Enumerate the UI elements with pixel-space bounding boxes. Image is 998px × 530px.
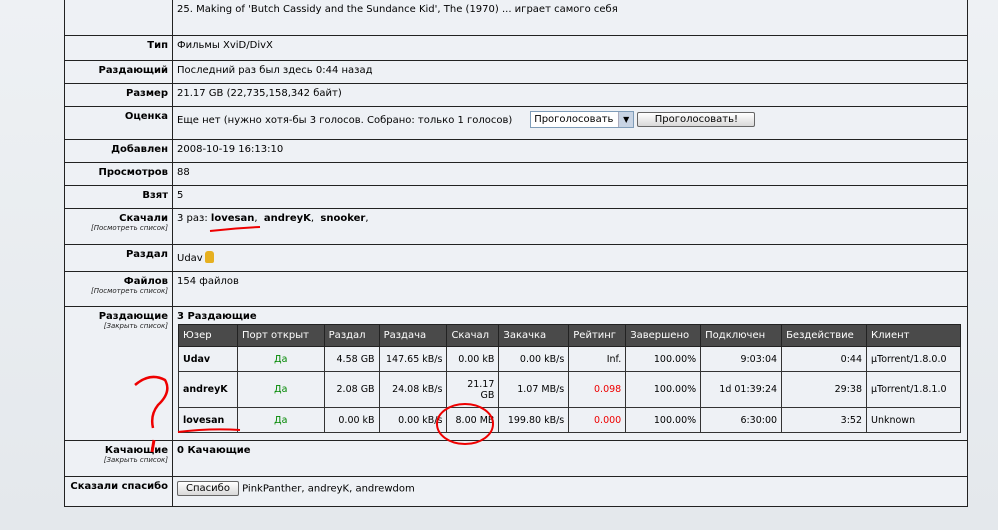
peer-row: lovesan Да 0.00 kB 0.00 kB/s 8.00 MB 199.80 k…: [178, 407, 961, 433]
value-type: Фильмы XviD/DivX: [172, 35, 968, 61]
peer-row: Udav Да 4.58 GB 147.65 kB/s 0.00 kB 0.00 kB/s…: [178, 346, 961, 372]
peer-cell: 147.65 kB/s: [378, 346, 448, 372]
peer-cell: µTorrent/1.8.1.0: [866, 371, 961, 408]
column-header[interactable]: Рейтинг: [568, 324, 627, 347]
label-rating: Оценка: [64, 106, 173, 140]
thumbs-up-icon: [204, 251, 214, 263]
value-taken: 5: [172, 185, 968, 209]
peer-cell[interactable]: lovesan: [178, 407, 238, 433]
column-header[interactable]: Скачал: [446, 324, 500, 347]
peer-cell: 6:30:00: [700, 407, 783, 433]
peer-cell: 100.00%: [625, 407, 702, 433]
label-leechers: Качающие: [104, 445, 168, 456]
column-header[interactable]: Закачка: [498, 324, 570, 347]
value-views: 88: [172, 162, 968, 186]
label-seeder: Раздающий: [64, 60, 173, 84]
column-header[interactable]: Юзер: [178, 324, 238, 347]
label-seeders: Раздающие: [98, 311, 168, 322]
column-header[interactable]: Подключен: [700, 324, 783, 347]
column-header[interactable]: Бездействие: [781, 324, 867, 347]
label-added: Добавлен: [64, 139, 173, 163]
peer-cell: 9:03:04: [700, 346, 783, 372]
label-views: Просмотров: [64, 162, 173, 186]
vote-select-value: Проголосовать: [534, 114, 614, 125]
peer-cell: 21.17 GB: [446, 371, 500, 408]
label-type: Тип: [64, 35, 173, 61]
peer-cell: Inf.: [568, 346, 627, 372]
peer-cell: 1.07 MB/s: [498, 371, 570, 408]
peer-cell: 0.000: [568, 407, 627, 433]
peer-cell: 8.00 MB: [446, 407, 500, 433]
column-header[interactable]: Завершено: [625, 324, 702, 347]
peer-cell: 0.00 kB/s: [378, 407, 448, 433]
peer-cell[interactable]: Udav: [178, 346, 238, 372]
view-files-link[interactable]: [Посмотреть список]: [90, 287, 168, 295]
downloaded-count: 3 раз:: [177, 213, 208, 224]
peer-cell: 24.08 kB/s: [378, 371, 448, 408]
peer-cell: µTorrent/1.8.0.0: [866, 346, 961, 372]
peers-table: Юзер Порт открыт Раздал Раздача Скачал Закачк…: [178, 324, 961, 433]
peer-cell: 0.098: [568, 371, 627, 408]
value-rating: Еще нет (нужно хотя-бы 3 голосов. Собран…: [177, 114, 513, 126]
peer-cell: 3:52: [781, 407, 867, 433]
label-files: Файлов: [123, 276, 168, 287]
column-header[interactable]: Порт открыт: [236, 324, 325, 347]
value-added: 2008-10-19 16:13:10: [172, 139, 968, 163]
leechers-title: 0 Качающие: [177, 445, 251, 456]
vote-select[interactable]: Проголосовать ▼: [530, 111, 635, 128]
peer-cell: 0.00 kB: [446, 346, 500, 372]
peer-cell: 0:44: [781, 346, 867, 372]
close-leechers-link[interactable]: [Закрыть список]: [103, 456, 168, 464]
peer-cell: 0.00 kB/s: [498, 346, 570, 372]
peer-cell: 29:38: [781, 371, 867, 408]
filmography-entry: 25. Making of 'Butch Cassidy and the Sun…: [172, 0, 968, 36]
peer-cell[interactable]: andreyK: [178, 371, 238, 408]
peer-cell: 100.00%: [625, 346, 702, 372]
peer-cell: 199.80 kB/s: [498, 407, 570, 433]
column-header[interactable]: Раздал: [323, 324, 380, 347]
thanks-users: PinkPanther, andreyK, andrewdom: [242, 483, 415, 495]
peer-cell: Да: [236, 407, 325, 433]
peer-row: andreyK Да 2.08 GB 24.08 kB/s 21.17 GB 1.07 M…: [178, 371, 961, 408]
peer-cell: Unknown: [866, 407, 961, 433]
peer-cell: Да: [236, 346, 325, 372]
uploader-link[interactable]: Udav: [177, 253, 203, 264]
peer-cell: 2.08 GB: [323, 371, 380, 408]
seeders-title: 3 Раздающие: [177, 311, 257, 322]
user-link[interactable]: lovesan: [210, 213, 255, 224]
label-thanks: Сказали спасибо: [64, 476, 173, 507]
peer-cell: 1d 01:39:24: [700, 371, 783, 408]
thanks-button[interactable]: Спасибо: [177, 481, 239, 496]
peer-cell: 4.58 GB: [323, 346, 380, 372]
user-link[interactable]: snooker: [320, 213, 366, 224]
label-size: Размер: [64, 83, 173, 107]
vote-button[interactable]: Проголосовать!: [637, 112, 756, 127]
torrent-details-table: 25. Making of 'Butch Cassidy and the Sun…: [64, 0, 968, 507]
column-header[interactable]: Клиент: [866, 324, 961, 347]
label-downloaded: Скачали: [119, 213, 168, 224]
peer-cell: 0.00 kB: [323, 407, 380, 433]
chevron-down-icon[interactable]: ▼: [618, 112, 634, 127]
column-header[interactable]: Раздача: [378, 324, 448, 347]
user-link[interactable]: andreyK: [263, 213, 311, 224]
value-files: 154 файлов: [172, 271, 968, 307]
value-size: 21.17 GB (22,735,158,342 байт): [172, 83, 968, 107]
label-taken: Взят: [64, 185, 173, 209]
peer-cell: Да: [236, 371, 325, 408]
view-downloaders-link[interactable]: [Посмотреть список]: [90, 224, 168, 232]
label-uploader: Раздал: [64, 244, 173, 272]
value-seeder: Последний раз был здесь 0:44 назад: [172, 60, 968, 84]
close-seeders-link[interactable]: [Закрыть список]: [103, 322, 168, 330]
peer-cell: 100.00%: [625, 371, 702, 408]
